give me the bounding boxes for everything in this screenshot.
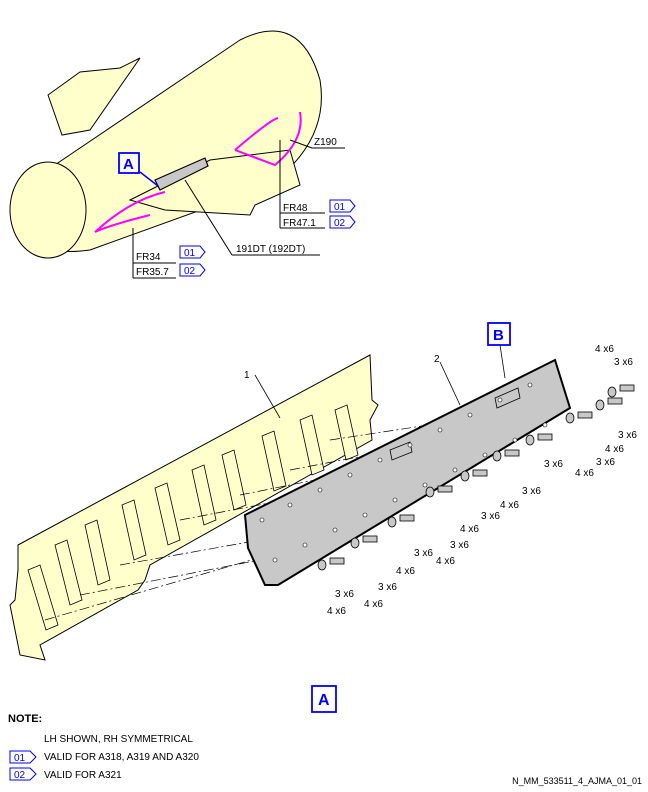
svg-text:02: 02	[184, 266, 196, 277]
frame-label-fr34: FR34	[136, 252, 161, 263]
panel-fastener-holes	[259, 382, 548, 563]
svg-text:01: 01	[14, 753, 26, 764]
detail-a-box	[118, 152, 140, 174]
fastener-row	[317, 384, 635, 571]
quantity-callouts: 4 x6 3 x6 3 x6 4 x6 3 x6 4 x6 3 x6 3 x6 …	[327, 344, 637, 617]
detail-view: 1 2 B 4 x6 3 x6 3 x6 4 x6 3 x6 4 x6 3 x6…	[9, 322, 637, 713]
svg-text:3 x6: 3 x6	[414, 548, 433, 559]
svg-text:4 x6: 4 x6	[500, 500, 519, 511]
svg-text:3 x6: 3 x6	[335, 589, 354, 600]
zone-leader	[289, 139, 313, 149]
svg-text:4 x6: 4 x6	[396, 566, 415, 577]
notes-title: NOTE:	[8, 713, 43, 725]
svg-text:3 x6: 3 x6	[614, 357, 633, 368]
upper-fairing	[47, 57, 141, 136]
access-panel	[243, 358, 572, 586]
svg-text:4 x6: 4 x6	[575, 468, 594, 479]
callout-leaders	[254, 344, 506, 419]
part-ref-label: 191DT (192DT)	[236, 244, 305, 255]
tag-fr48: 01	[329, 199, 356, 213]
svg-text:02: 02	[14, 770, 26, 781]
svg-text:01: 01	[334, 202, 346, 213]
detail-a-leader	[139, 171, 159, 187]
frame-label-fr48: FR48	[283, 203, 308, 214]
wing-fairing	[128, 149, 301, 216]
svg-text:4 x6: 4 x6	[436, 556, 455, 567]
footer-code: N_MM_533511_4_AJMA_01_01	[512, 776, 642, 786]
svg-text:4 x6: 4 x6	[595, 344, 614, 355]
note-line-a321: VALID FOR A321	[44, 770, 122, 781]
svg-text:3 x6: 3 x6	[481, 511, 500, 522]
part-ref-leader	[184, 179, 233, 256]
svg-text:3 x6: 3 x6	[450, 540, 469, 551]
svg-text:02: 02	[334, 218, 346, 229]
fuselage-overview: A Z190 FR48 FR47.1 191DT (192DT) FR34 FR…	[9, 30, 356, 279]
view-title-letter: A	[318, 692, 330, 709]
item-number-2: 2	[434, 354, 440, 365]
bracket-row	[27, 404, 359, 631]
svg-text:3 x6: 3 x6	[378, 582, 397, 593]
svg-text:3 x6: 3 x6	[544, 459, 563, 470]
panel-cutouts	[389, 387, 521, 461]
item-number-1: 1	[244, 370, 250, 381]
tag-fr471: 02	[329, 215, 356, 229]
svg-text:4 x6: 4 x6	[460, 524, 479, 535]
svg-text:3 x6: 3 x6	[596, 457, 615, 468]
view-title-box	[311, 685, 337, 713]
panel-a-highlight	[154, 157, 209, 191]
frame-outline-fwd	[94, 191, 166, 233]
zone-label: Z190	[314, 137, 337, 148]
tag-fr357: 02	[179, 263, 206, 277]
frame-label-fr357: FR35.7	[136, 267, 169, 278]
frame-label-fr471: FR47.1	[283, 218, 316, 229]
view-b-box	[487, 322, 511, 346]
svg-text:4 x6: 4 x6	[605, 444, 624, 455]
view-b-letter: B	[493, 327, 504, 344]
svg-text:4 x6: 4 x6	[327, 606, 346, 617]
svg-text:01: 01	[184, 248, 196, 259]
svg-text:3 x6: 3 x6	[618, 430, 637, 441]
frame-outline-top	[234, 117, 279, 151]
svg-text:4 x6: 4 x6	[364, 599, 383, 610]
note-line-lh-shown: LH SHOWN, RH SYMMETRICAL	[44, 734, 193, 745]
svg-text:3 x6: 3 x6	[522, 486, 541, 497]
detail-a-letter: A	[123, 156, 134, 173]
note-line-a318-a320: VALID FOR A318, A319 AND A320	[44, 752, 199, 763]
note-tag-01: 01	[9, 750, 37, 764]
fuselage-end	[9, 161, 87, 259]
note-tag-02: 02	[9, 767, 37, 781]
tag-fr34: 01	[179, 245, 206, 259]
